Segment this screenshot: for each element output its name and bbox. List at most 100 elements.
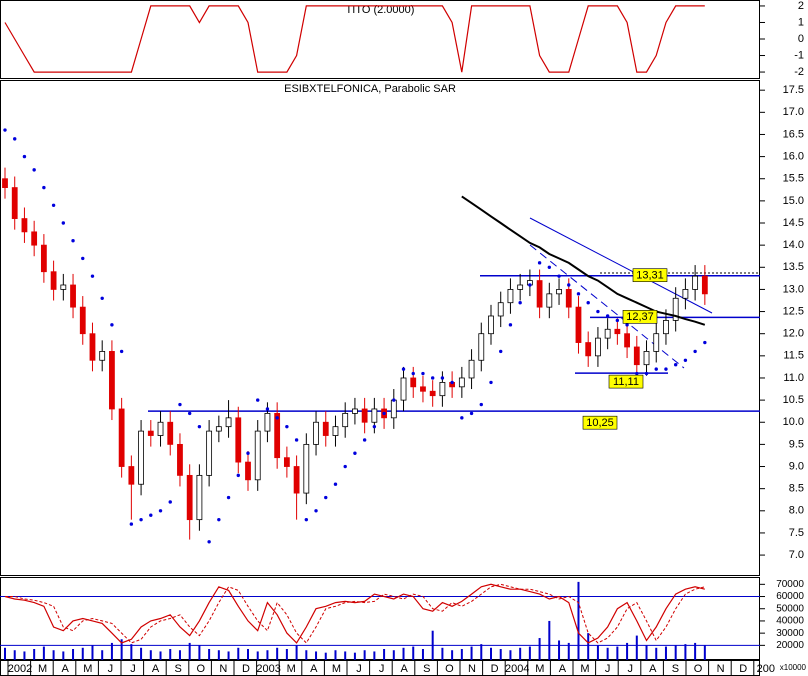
y-tick-label: 12.5	[783, 305, 804, 317]
candle-body	[60, 284, 67, 290]
sar-dot	[421, 371, 425, 376]
sar-dot	[333, 482, 338, 486]
y-tick-label: 7.5	[789, 527, 804, 539]
x-tick-label: J	[379, 663, 385, 675]
sar-dot	[644, 371, 649, 376]
level-label: 13,31	[636, 270, 664, 282]
sar-dot	[22, 154, 27, 159]
level-label: 12,37	[626, 311, 654, 323]
volume-bar	[305, 650, 308, 660]
candle-body	[420, 386, 426, 392]
sar-dot	[256, 398, 260, 402]
candle-body	[206, 430, 213, 476]
y-tick-label: 8.0	[789, 505, 804, 517]
price-panel	[0, 80, 760, 576]
x-tick-label: 2004	[505, 663, 529, 675]
candle-body	[614, 328, 621, 335]
sar-dot	[285, 424, 289, 429]
volume-bar	[178, 650, 181, 660]
sar-dot	[110, 323, 114, 327]
volume-bar	[451, 650, 454, 660]
sar-dot	[683, 358, 688, 362]
x-tick-label: D	[242, 663, 250, 675]
volume-bar	[460, 649, 463, 660]
y-tick-label: 13.0	[783, 283, 804, 295]
sar-dot	[664, 367, 668, 371]
x-tick-label: N	[717, 663, 725, 675]
volume-bar	[285, 649, 288, 660]
candle-body	[235, 417, 242, 463]
y-tick-label: 60000	[776, 591, 804, 602]
sar-dot	[489, 380, 493, 385]
volume-bar	[490, 647, 492, 660]
volume-bar	[655, 647, 658, 660]
volume-bar	[62, 651, 65, 660]
sar-dot	[236, 473, 240, 478]
volume-bar	[23, 651, 26, 660]
x-tick-label: N	[219, 663, 227, 675]
volume-bar	[217, 650, 220, 660]
candle-body	[390, 399, 397, 419]
sar-dot	[673, 362, 678, 367]
volume-bar	[13, 650, 16, 660]
x-tick-label: D	[739, 663, 747, 675]
sar-dot	[100, 296, 104, 300]
y-tick-label: 1	[798, 16, 804, 28]
volume-bar	[256, 651, 259, 660]
candle-body	[274, 412, 281, 459]
y-tick-label: 9.5	[789, 438, 804, 450]
candle-body	[79, 306, 86, 335]
sar-dot	[615, 318, 620, 323]
volume-bar	[421, 649, 424, 660]
sar-dot	[693, 349, 697, 354]
volume-bar	[149, 650, 152, 660]
sar-dot	[314, 509, 318, 513]
candle-body	[536, 280, 543, 308]
volume-bar	[402, 647, 405, 660]
sar-dot	[13, 137, 17, 141]
volume-bar	[558, 640, 561, 660]
volume-bar	[538, 638, 541, 660]
volume-bar	[509, 650, 512, 660]
x-tick-label: S	[175, 663, 182, 675]
price-title: ESIBXTELFONICA, Parabolic SAR	[284, 83, 456, 95]
volume-bar	[392, 650, 395, 660]
volume-bar	[363, 650, 366, 660]
sar-dot	[625, 323, 629, 327]
candle-body	[186, 474, 193, 521]
y-tick-label: 16.0	[783, 151, 804, 163]
sar-dot	[149, 513, 153, 517]
y-tick-label: 17.5	[783, 84, 804, 96]
volume-bar	[499, 649, 502, 660]
sar-dot	[81, 256, 85, 261]
candle-body	[245, 461, 251, 481]
sar-dot	[139, 517, 143, 522]
y-tick-label: 50000	[776, 603, 804, 614]
sar-dot	[197, 424, 202, 429]
volume-bar	[344, 651, 347, 660]
sar-dot	[158, 509, 163, 513]
sar-dot	[567, 283, 571, 287]
y-tick-label: 13.5	[783, 261, 804, 273]
x-tick-label: 2002	[8, 663, 32, 675]
y-tick-label: 40000	[776, 616, 804, 627]
sar-dot	[207, 540, 211, 544]
candle-body	[264, 412, 271, 432]
sar-dot	[61, 221, 66, 225]
sar-dot	[265, 407, 270, 411]
sar-dot	[392, 398, 396, 402]
candle-body	[31, 231, 38, 246]
volume-bar	[247, 649, 249, 660]
volume-bar	[353, 652, 356, 660]
sar-dot	[90, 274, 95, 278]
candle-body	[225, 417, 232, 428]
candle-body	[283, 457, 290, 467]
y-tick-label: 14.5	[783, 217, 804, 229]
candle-body	[653, 333, 660, 352]
volume-bar	[324, 652, 327, 660]
sar-dot	[3, 128, 7, 132]
sar-dot	[32, 168, 36, 172]
volume-bar	[130, 644, 133, 660]
volume-bar	[101, 650, 104, 660]
candle-body	[458, 377, 465, 388]
